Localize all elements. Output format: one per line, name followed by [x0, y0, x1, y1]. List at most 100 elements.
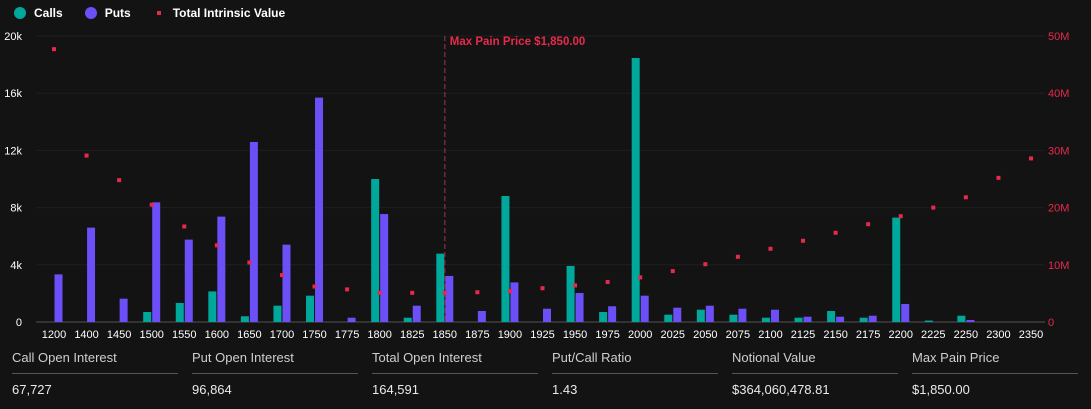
x-tick-label: 1950	[563, 329, 587, 341]
intrinsic-value-point	[442, 290, 447, 295]
x-tick-label: 1925	[530, 329, 554, 341]
call-bar	[827, 310, 836, 322]
x-tick-label: 2125	[791, 329, 815, 341]
put-bar	[217, 216, 226, 322]
intrinsic-value-point	[84, 153, 89, 158]
legend-calls[interactable]: Calls	[14, 6, 63, 20]
left-tick-label: 16k	[4, 88, 22, 100]
stat-label: Put Open Interest	[192, 350, 358, 374]
x-tick-label: 2350	[1019, 329, 1043, 341]
stats-row: Call Open Interest 67,727 Put Open Intere…	[12, 350, 1091, 397]
intrinsic-swatch-icon	[156, 11, 161, 15]
intrinsic-value-point	[996, 175, 1001, 180]
call-bar	[664, 314, 673, 322]
x-tick-label: 2075	[726, 329, 750, 341]
intrinsic-value-point	[866, 222, 871, 227]
put-bar	[803, 316, 812, 322]
call-bar	[859, 317, 868, 322]
stat-label: Total Open Interest	[372, 350, 538, 374]
intrinsic-value-point	[768, 246, 773, 251]
stat-put-call-ratio: Put/Call Ratio 1.43	[552, 350, 718, 397]
stat-label: Max Pain Price	[912, 350, 1078, 374]
right-tick-label: 0	[1048, 317, 1054, 329]
call-bar	[957, 315, 966, 322]
stat-notional: Notional Value $364,060,478.81	[732, 350, 898, 397]
intrinsic-value-point	[931, 205, 936, 210]
put-bar	[673, 307, 682, 322]
x-tick-label: 2000	[628, 329, 652, 341]
put-bar	[543, 308, 551, 322]
call-bar	[924, 320, 933, 322]
x-tick-label: 1750	[302, 329, 326, 341]
stat-total-oi: Total Open Interest 164,591	[372, 350, 538, 397]
x-tick-label: 1775	[335, 329, 359, 341]
call-bar	[729, 314, 738, 322]
right-tick-label: 20M	[1048, 203, 1069, 215]
stat-label: Notional Value	[732, 350, 898, 374]
intrinsic-value-point	[279, 273, 284, 278]
left-tick-label: 20k	[4, 31, 22, 43]
intrinsic-value-point	[410, 290, 415, 295]
put-bar	[87, 227, 96, 322]
intrinsic-value-point	[735, 254, 740, 259]
x-tick-label: 1875	[465, 329, 489, 341]
x-tick-label: 1825	[400, 329, 424, 341]
call-bar	[599, 311, 608, 322]
left-tick-label: 4k	[10, 260, 22, 272]
intrinsic-value-point	[377, 290, 382, 295]
x-tick-label: 1500	[139, 329, 163, 341]
stat-value: 96,864	[192, 382, 232, 397]
x-tick-label: 2225	[921, 329, 945, 341]
intrinsic-value-point	[52, 47, 56, 52]
call-bar	[240, 316, 249, 322]
legend-intrinsic-label: Total Intrinsic Value	[172, 6, 286, 20]
open-interest-chart: 0 4k 8k 12k 16k 20k 0 10M 20M 30M 40M 50M 1200 1400 14…	[4, 31, 1069, 341]
call-bar	[892, 217, 901, 322]
put-bar	[738, 308, 747, 322]
intrinsic-value-point	[703, 262, 708, 267]
put-bar	[901, 303, 910, 322]
put-bar	[966, 319, 975, 322]
intrinsic-value-point	[345, 287, 350, 292]
put-bar	[184, 239, 193, 322]
call-bar	[306, 295, 315, 322]
legend-puts[interactable]: Puts	[84, 6, 131, 20]
intrinsic-value-point	[670, 269, 675, 274]
x-tick-label: 2100	[758, 329, 782, 341]
put-bar	[705, 305, 714, 322]
right-tick-label: 50M	[1048, 31, 1069, 43]
x-tick-label: 1550	[172, 329, 196, 341]
put-bar	[380, 214, 389, 322]
put-bar	[510, 282, 519, 322]
intrinsic-value-point	[1029, 156, 1033, 161]
put-bar	[575, 292, 584, 322]
calls-swatch-icon	[14, 7, 26, 19]
legend-intrinsic[interactable]: Total Intrinsic Value	[153, 6, 285, 20]
intrinsic-value-point	[312, 284, 317, 289]
x-tick-label: 2200	[888, 329, 912, 341]
x-tick-label: 1800	[367, 329, 391, 341]
call-bar	[761, 317, 770, 322]
intrinsic-value-point	[214, 243, 219, 248]
stat-label: Call Open Interest	[12, 350, 178, 374]
x-tick-label: 1400	[74, 329, 98, 341]
call-bar	[175, 302, 184, 322]
put-bar	[347, 317, 356, 322]
put-bar	[836, 316, 845, 322]
stat-value: $1,850.00	[912, 382, 970, 397]
put-bar	[282, 244, 291, 322]
left-tick-label: 8k	[10, 203, 22, 215]
put-bar	[315, 97, 324, 323]
put-bar	[477, 310, 486, 322]
intrinsic-value-point	[573, 283, 578, 288]
intrinsic-value-point	[117, 178, 122, 183]
x-tick-label: 2025	[661, 329, 685, 341]
put-bar	[249, 141, 258, 322]
intrinsic-value-point	[507, 289, 512, 294]
right-tick-label: 40M	[1048, 88, 1069, 100]
intrinsic-value-point	[540, 286, 545, 291]
intrinsic-value-point	[963, 195, 968, 200]
call-bar	[436, 253, 445, 322]
left-tick-label: 0	[16, 317, 22, 329]
stat-value: 1.43	[552, 382, 578, 397]
